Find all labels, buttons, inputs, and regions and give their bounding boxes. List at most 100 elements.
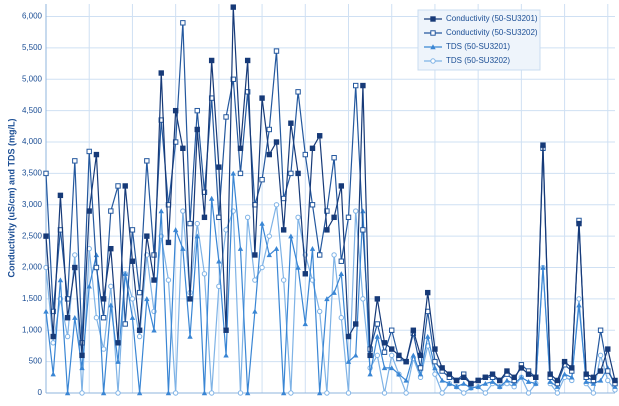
marker [353,208,359,214]
marker [367,352,373,359]
marker [453,384,460,389]
marker [468,385,474,391]
y-tick-label: 2,500 [22,231,43,240]
marker [345,333,352,340]
marker [353,321,359,327]
legend-label: Conductivity (50-SU3202) [446,28,538,37]
marker [569,365,575,371]
marker [302,271,308,277]
marker [280,227,287,233]
marker [180,20,186,26]
marker [461,390,467,396]
marker [374,333,381,339]
marker [151,252,157,258]
marker [345,214,352,221]
marker [259,176,265,183]
marker [244,390,251,396]
marker [482,374,489,381]
legend-label: Conductivity (50-SU3201) [446,14,538,23]
legend-box [417,9,541,71]
marker [136,390,143,396]
marker [100,346,107,352]
marker [482,380,489,386]
marker [533,380,539,386]
marker [381,340,388,346]
marker [461,374,467,381]
marker [266,252,272,258]
marker [295,264,301,270]
marker [324,208,330,214]
marker [187,296,193,302]
marker [144,158,150,164]
marker [576,296,582,302]
marker [237,245,244,251]
marker [136,327,143,333]
marker [561,358,568,365]
marker [208,390,215,396]
marker [374,321,381,327]
marker [72,158,78,164]
marker [43,233,49,239]
marker [64,333,71,340]
marker [569,374,575,380]
marker [194,126,200,133]
marker [244,214,251,221]
marker [597,352,604,359]
marker [576,302,582,308]
marker [316,308,323,315]
marker [396,352,402,359]
marker [540,142,546,148]
marker [590,380,597,386]
marker [50,371,56,377]
marker [554,390,561,396]
marker [540,264,546,270]
marker [230,4,236,10]
marker [518,374,525,380]
marker [482,390,489,396]
marker [295,89,301,95]
marker [259,264,265,271]
marker [201,214,208,221]
marker [100,390,107,396]
marker [389,327,395,333]
marker [475,384,481,389]
marker [122,183,128,189]
legend-marker [430,30,436,36]
marker [403,358,409,365]
marker [403,390,409,396]
marker [425,289,431,296]
marker [309,245,316,251]
marker [410,352,417,358]
marker [461,380,467,386]
marker [389,365,395,371]
y-tick-label: 5,000 [22,74,43,83]
marker [223,327,229,333]
marker [180,208,186,214]
marker [93,252,100,258]
marker [583,371,589,377]
marker [353,352,359,358]
marker [561,371,568,377]
marker [396,371,402,377]
marker [172,390,179,396]
marker [360,296,366,302]
marker [237,390,244,396]
marker [86,148,92,155]
marker [122,271,128,276]
marker [136,289,143,296]
marker [252,308,258,314]
marker [216,214,222,221]
marker [122,321,128,327]
marker [165,239,172,246]
marker [201,271,208,277]
marker [136,333,143,340]
marker [273,245,280,251]
marker [316,252,323,258]
marker [259,220,265,226]
series [43,202,618,396]
marker [43,170,49,177]
marker [223,352,229,358]
marker [201,390,208,396]
marker [144,233,150,239]
marker [381,349,388,355]
